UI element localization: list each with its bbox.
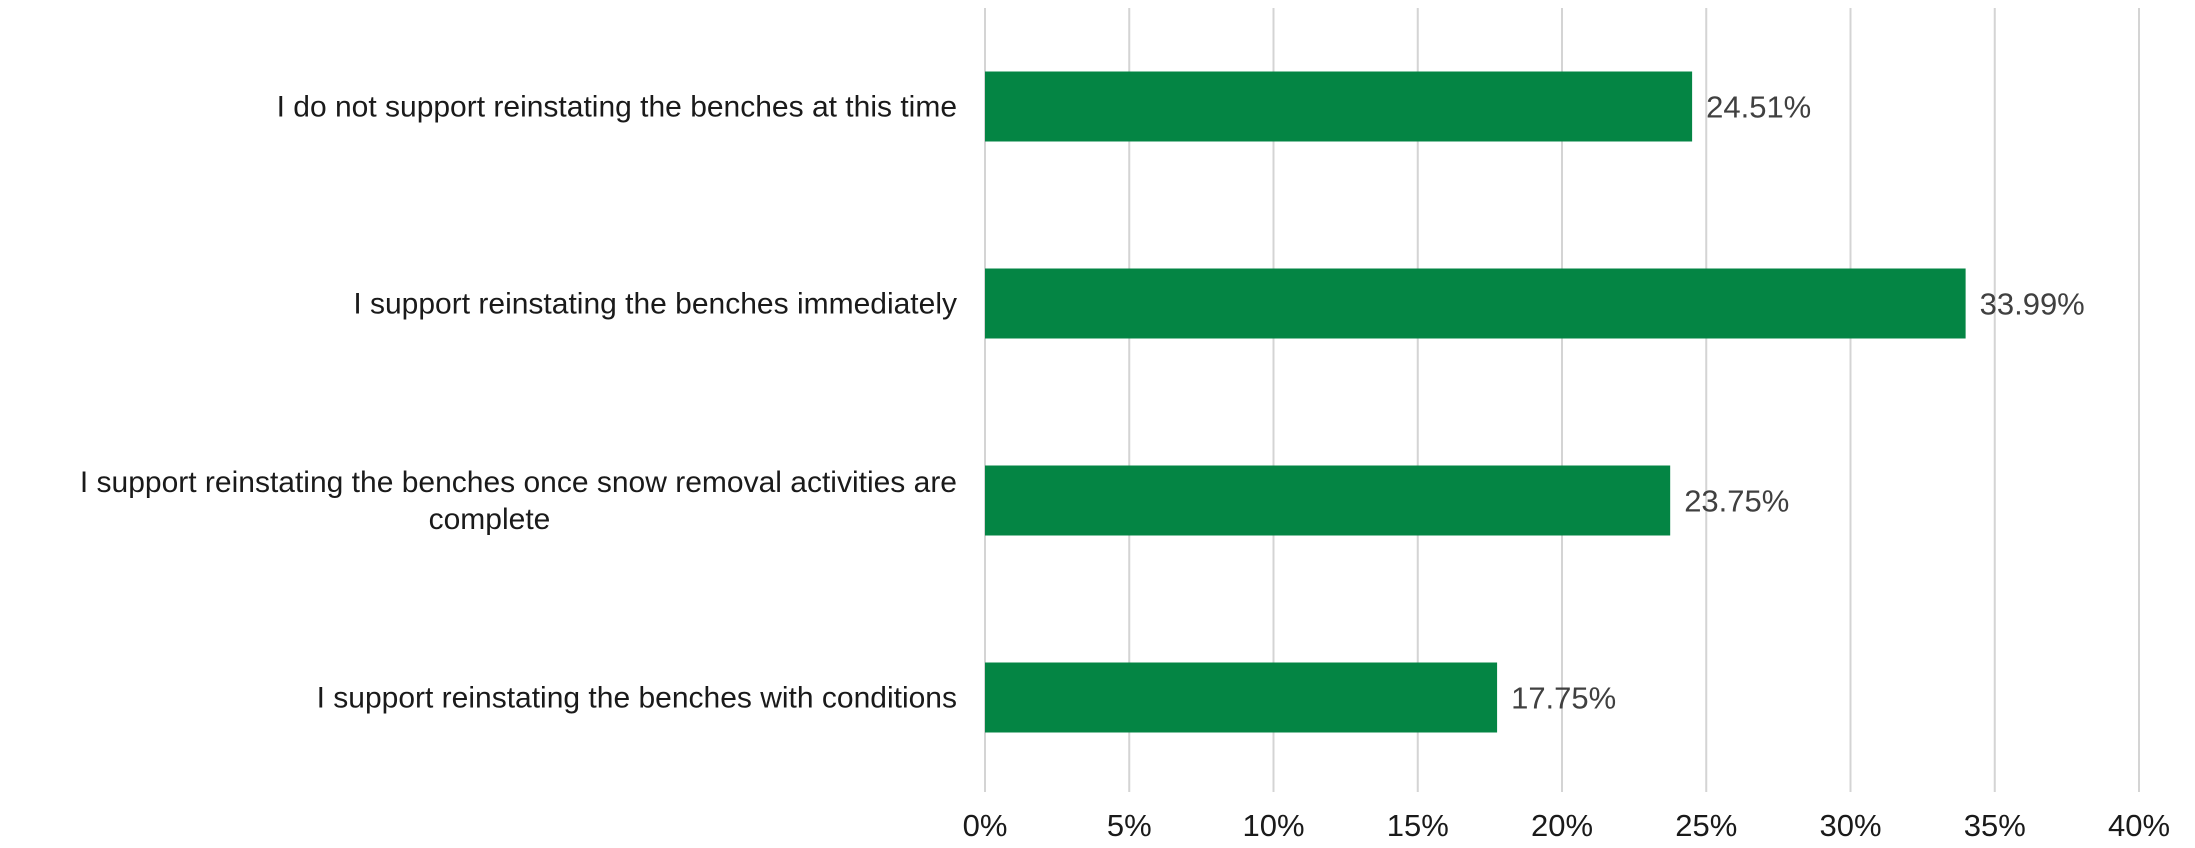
category-label-line: I do not support reinstating the benches… xyxy=(277,91,957,124)
x-tick-label: 5% xyxy=(1107,808,1152,843)
category-labels: I do not support reinstating the benches… xyxy=(80,91,957,715)
category-label-line: complete xyxy=(429,503,551,536)
x-tick-label: 10% xyxy=(1242,808,1304,843)
x-tick-label: 40% xyxy=(2108,808,2170,843)
category-label-line: I support reinstating the benches immedi… xyxy=(353,288,957,321)
category-label-line: I support reinstating the benches with c… xyxy=(317,682,957,715)
x-tick-label: 25% xyxy=(1675,808,1737,843)
category-label-3: I support reinstating the benches once s… xyxy=(80,466,957,536)
category-label-line: I support reinstating the benches once s… xyxy=(80,466,957,499)
value-labels: 24.51% 33.99% 23.75% 17.75% xyxy=(1511,90,2085,716)
x-axis-tick-labels: 0% 5% 10% 15% 20% 25% 30% 35% 40% xyxy=(963,808,2170,843)
bar-3 xyxy=(985,465,1671,536)
data-label-3: 23.75% xyxy=(1684,484,1789,519)
x-tick-label: 15% xyxy=(1387,808,1449,843)
bars xyxy=(985,71,1966,733)
x-tick-label: 30% xyxy=(1819,808,1881,843)
category-label-4: I support reinstating the benches with c… xyxy=(317,682,957,715)
x-tick-label: 35% xyxy=(1964,808,2026,843)
bar-1 xyxy=(985,71,1693,142)
category-label-1: I do not support reinstating the benches… xyxy=(277,91,957,124)
bar-2 xyxy=(985,268,1966,339)
x-tick-label: 20% xyxy=(1531,808,1593,843)
bar-4 xyxy=(985,662,1498,733)
data-label-1: 24.51% xyxy=(1706,90,1811,125)
x-tick-label: 0% xyxy=(963,808,1008,843)
data-label-4: 17.75% xyxy=(1511,681,1616,716)
data-label-2: 33.99% xyxy=(1980,287,2085,322)
category-label-2: I support reinstating the benches immedi… xyxy=(353,288,957,321)
